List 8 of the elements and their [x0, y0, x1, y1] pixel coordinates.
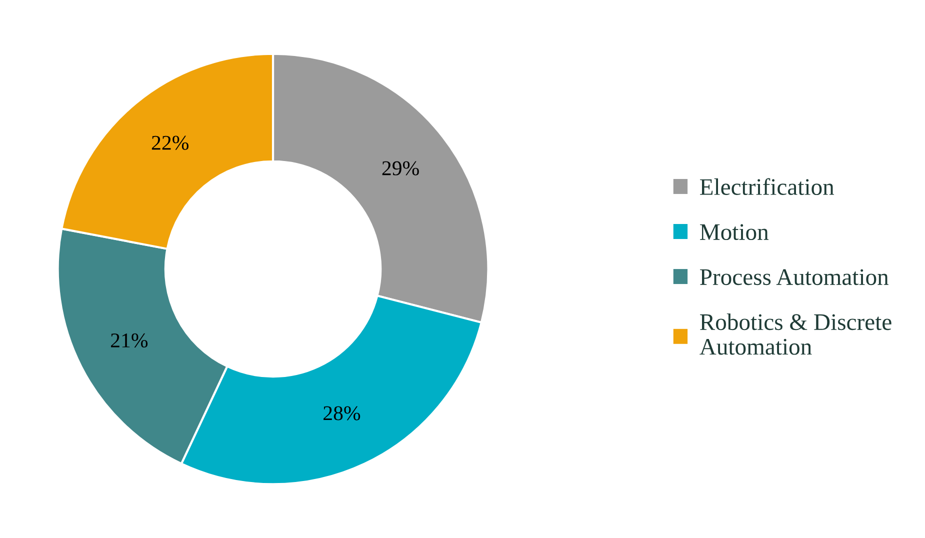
legend-label: Robotics & Discrete Automation: [700, 313, 892, 355]
data-label: 21%: [111, 333, 148, 348]
data-label: 22%: [152, 136, 189, 150]
legend-label: Electrification: [700, 178, 834, 196]
data-label: 28%: [324, 406, 360, 420]
data-label: 29%: [382, 161, 419, 176]
legend-label: Motion: [700, 224, 769, 240]
legend-label: Process Automation: [700, 269, 889, 286]
